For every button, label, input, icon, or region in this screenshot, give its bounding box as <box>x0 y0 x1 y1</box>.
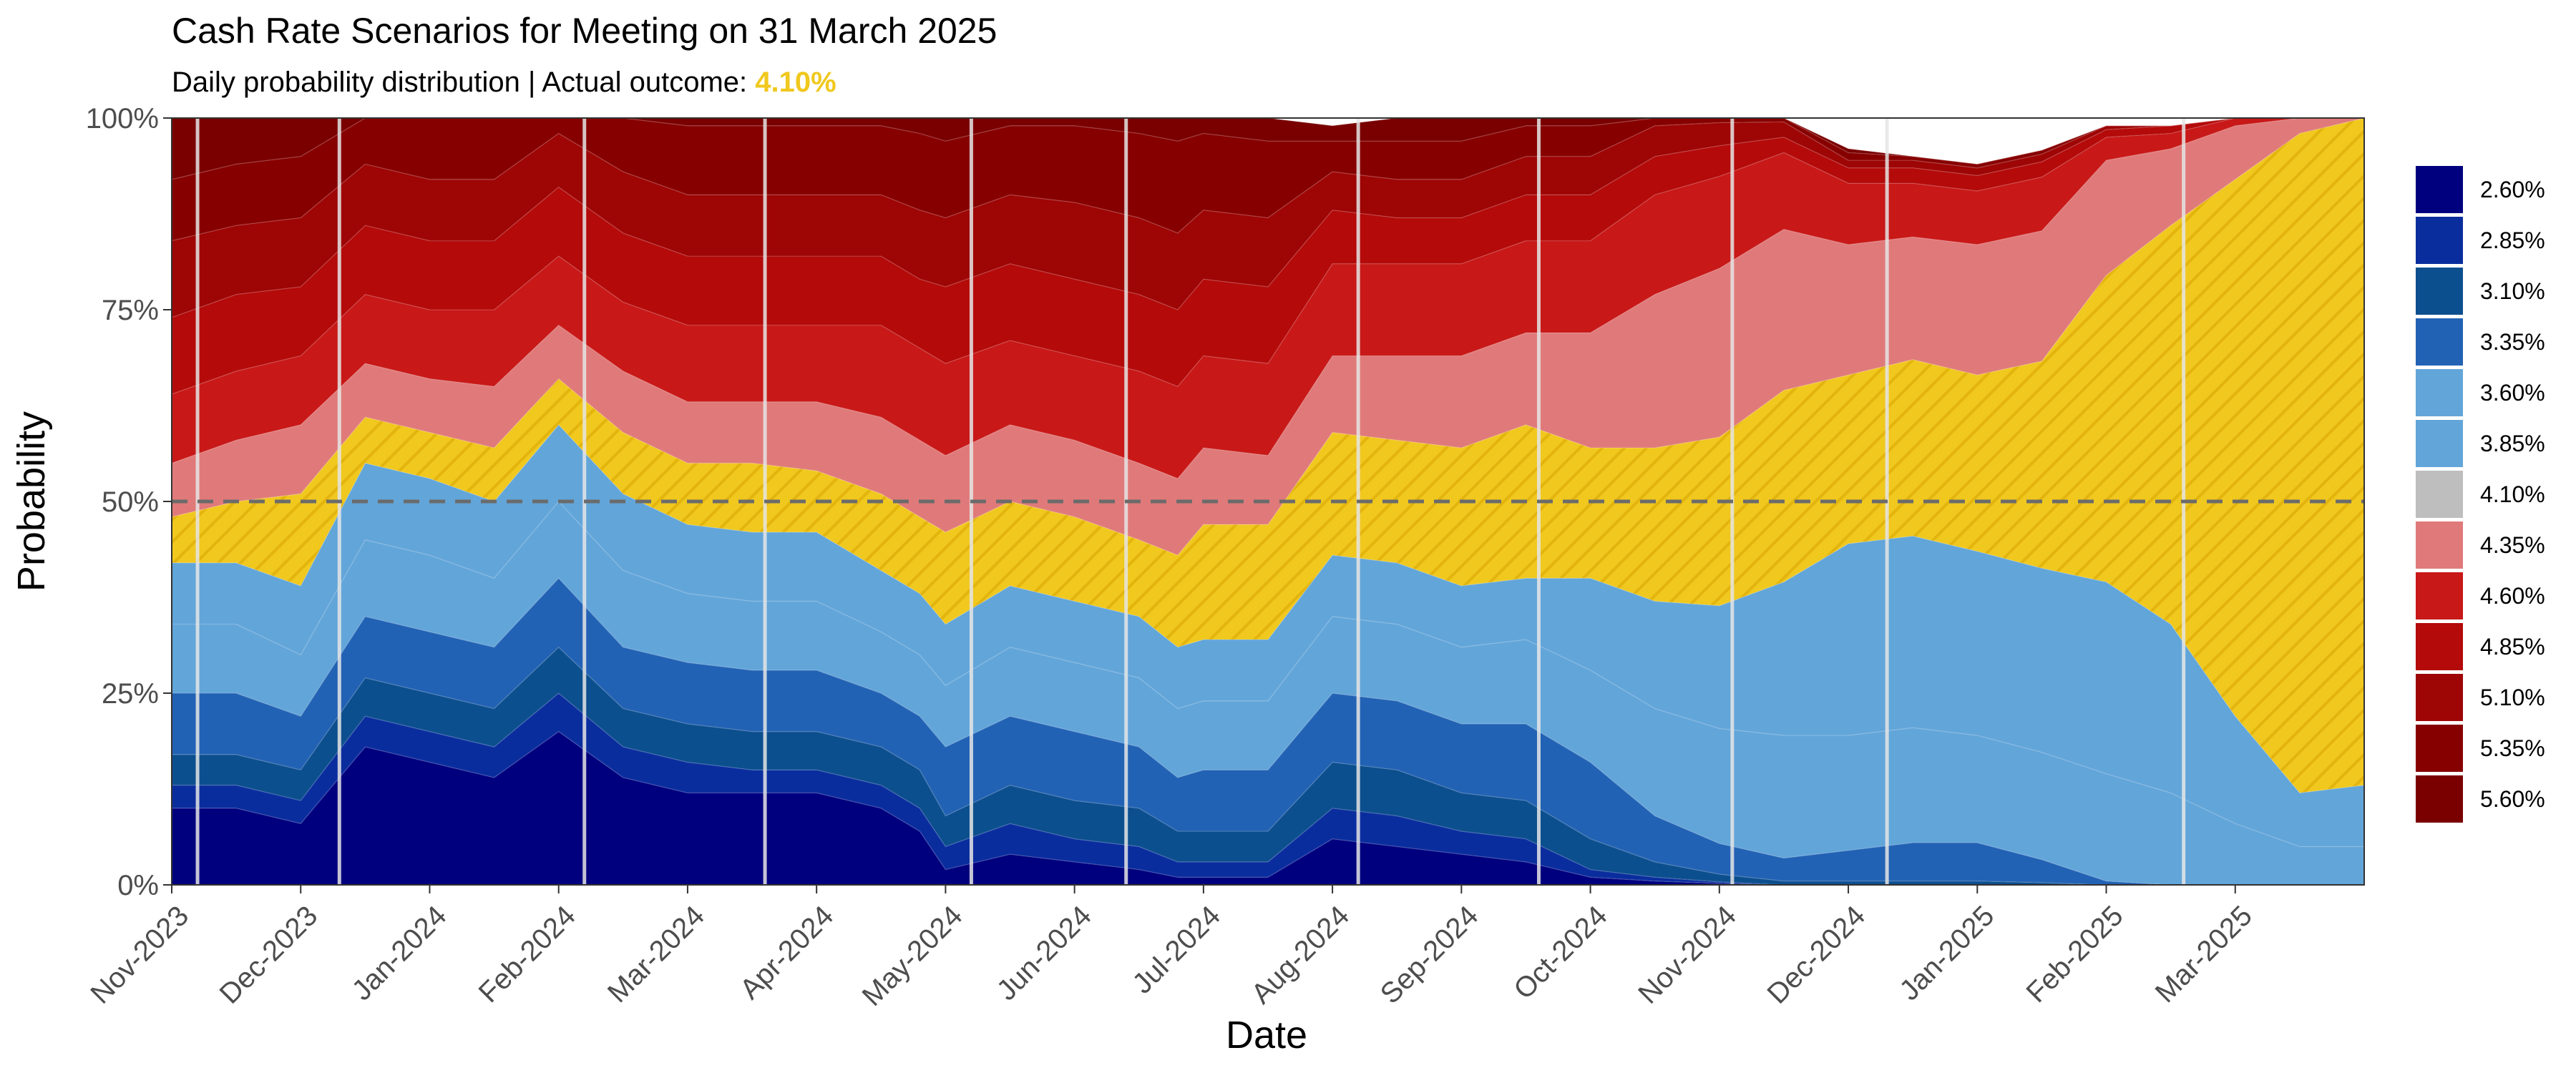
x-tick-label: Dec-2023 <box>214 900 324 1010</box>
area-5.35% <box>172 118 2364 242</box>
legend-swatch-3.85% <box>2416 420 2463 467</box>
x-tick-label: Sep-2024 <box>1375 900 1485 1010</box>
legend-label: 2.60% <box>2480 177 2545 202</box>
legend-swatch-5.10% <box>2416 674 2463 721</box>
x-tick-label: May-2024 <box>857 900 969 1012</box>
x-tick-label: Jan-2025 <box>1893 900 2000 1006</box>
x-tick-label: Oct-2024 <box>1508 900 1613 1005</box>
legend-label: 3.85% <box>2480 431 2545 456</box>
legend-swatch-5.35% <box>2416 725 2463 772</box>
legend-label: 4.10% <box>2480 481 2545 507</box>
area-4.85% <box>172 118 2364 395</box>
legend-swatch-3.10% <box>2416 268 2463 315</box>
x-tick-label: Nov-2023 <box>84 900 195 1010</box>
actual-outcome-value: 4.10% <box>755 67 836 98</box>
subtitle-prefix: Daily probability distribution | Actual … <box>172 67 755 98</box>
legend-label: 4.35% <box>2480 532 2545 558</box>
legend-swatch-4.10% <box>2416 471 2463 518</box>
legend-label: 3.35% <box>2480 329 2545 355</box>
area-4.60% <box>172 118 2364 479</box>
x-tick-label: Dec-2024 <box>1761 900 1871 1010</box>
legend-swatch-2.85% <box>2416 217 2463 264</box>
legend-swatch-2.60% <box>2416 166 2463 213</box>
legend-label: 3.10% <box>2480 278 2545 304</box>
area-2.60% <box>172 730 2364 885</box>
stacked-areas <box>172 118 2364 885</box>
legend-label: 5.10% <box>2480 685 2545 710</box>
legend-swatch-5.60% <box>2416 775 2463 823</box>
chart-subtitle: Daily probability distribution | Actual … <box>172 67 836 98</box>
x-tick-label: Feb-2024 <box>473 900 582 1009</box>
legend-label: 4.85% <box>2480 634 2545 660</box>
x-tick-label: Aug-2024 <box>1245 900 1355 1010</box>
y-axis: 0% 25% 50% 75% 100% <box>86 103 172 901</box>
area-3.35% <box>172 577 2364 885</box>
area-4.35% <box>172 118 2364 556</box>
area-5.60% <box>172 118 2364 180</box>
x-tick-label: Jun-2024 <box>991 900 1098 1006</box>
legend-swatch-4.60% <box>2416 572 2463 619</box>
area-4.10% <box>172 118 2364 794</box>
legend-label: 5.35% <box>2480 735 2545 761</box>
x-tick-label: Jul-2024 <box>1126 900 1226 1000</box>
y-tick-label: 100% <box>86 103 159 134</box>
legend-swatch-3.60% <box>2416 369 2463 416</box>
area-2.85% <box>172 692 2364 885</box>
y-tick-label: 25% <box>102 678 159 710</box>
legend-label: 3.60% <box>2480 380 2545 406</box>
x-axis: Nov-2023 Dec-2023 Jan-2024 Feb-2024 Mar-2024… <box>84 885 2258 1012</box>
x-tick-label: Nov-2024 <box>1632 900 1742 1010</box>
x-tick-label: Jan-2024 <box>346 900 453 1006</box>
area-3.10% <box>172 646 2364 885</box>
legend-label: 4.60% <box>2480 583 2545 609</box>
legend-label: 2.85% <box>2480 227 2545 253</box>
y-tick-label: 50% <box>102 486 159 518</box>
x-tick-label: Mar-2024 <box>602 900 711 1009</box>
legend-swatch-4.35% <box>2416 521 2463 569</box>
legend-label: 5.60% <box>2480 786 2545 812</box>
legend: 2.60% 2.85% 3.10% 3.35% 3.60% 3.85% 4.10% 4.35%… <box>2416 166 2545 823</box>
area-3.85% <box>172 423 2364 848</box>
legend-swatch-3.35% <box>2416 318 2463 366</box>
y-axis-title: Probability <box>10 411 53 592</box>
x-tick-label: Mar-2025 <box>2150 900 2258 1009</box>
chart-title: Cash Rate Scenarios for Meeting on 31 Ma… <box>172 11 997 51</box>
y-tick-label: 75% <box>102 295 159 326</box>
legend-swatch-4.85% <box>2416 623 2463 670</box>
x-tick-label: Apr-2024 <box>734 900 839 1005</box>
x-axis-title: Date <box>1226 1014 1307 1057</box>
x-tick-label: Feb-2025 <box>2020 900 2129 1009</box>
y-tick-label: 0% <box>117 870 159 901</box>
